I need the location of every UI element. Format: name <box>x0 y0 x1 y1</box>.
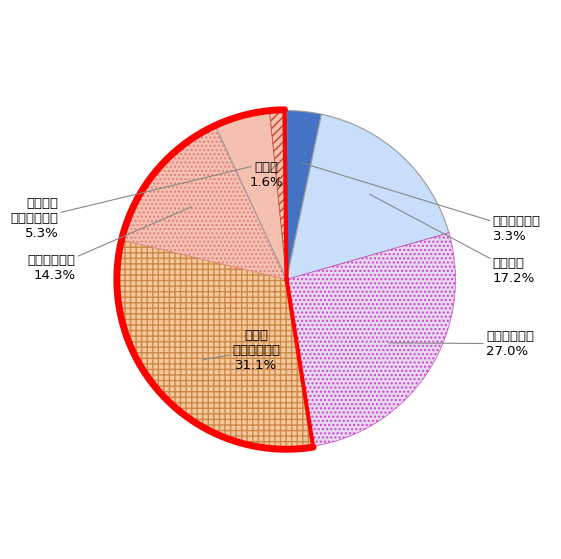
Text: 無回答
1.6%: 無回答 1.6% <box>250 161 283 189</box>
Wedge shape <box>270 111 287 280</box>
Text: 強くそう思う
3.3%: 強くそう思う 3.3% <box>301 163 541 243</box>
Text: そう思う
17.2%: そう思う 17.2% <box>370 194 535 285</box>
Wedge shape <box>118 240 312 448</box>
Text: まったく
そう思わない
5.3%: まったく そう思わない 5.3% <box>11 167 251 240</box>
Wedge shape <box>287 233 456 447</box>
Wedge shape <box>215 111 287 280</box>
Text: ややそう思う
27.0%: ややそう思う 27.0% <box>389 330 534 358</box>
Text: あまり
そう思わない
31.1%: あまり そう思わない 31.1% <box>203 329 280 372</box>
Wedge shape <box>122 126 287 280</box>
Wedge shape <box>287 114 449 280</box>
Wedge shape <box>287 111 321 280</box>
Text: そう思わない
14.3%: そう思わない 14.3% <box>27 207 192 282</box>
